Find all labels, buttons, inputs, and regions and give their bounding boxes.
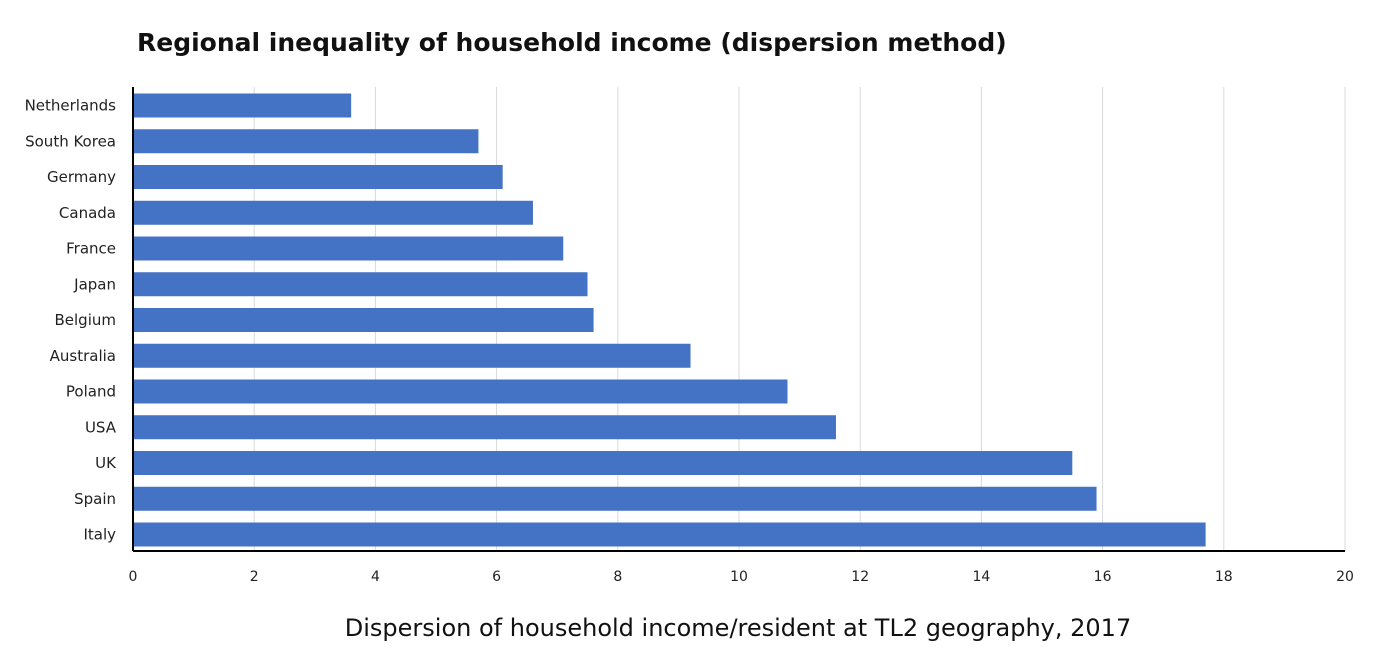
axes <box>132 87 1345 552</box>
x-tick-labels: 0 2 4 6 8 10 12 14 16 18 20 <box>129 569 1354 585</box>
category-label: USA <box>85 418 117 436</box>
bar-japan <box>133 272 588 297</box>
category-label: South Korea <box>25 132 116 150</box>
category-label: Netherlands <box>25 97 117 115</box>
bar-south-korea <box>133 129 479 154</box>
category-label: Belgium <box>55 311 117 329</box>
x-tick-label: 14 <box>972 569 990 585</box>
bar-usa <box>133 415 836 440</box>
bar-australia <box>133 343 691 368</box>
bar-poland <box>133 379 788 404</box>
bar-spain <box>133 486 1097 511</box>
x-tick-label: 16 <box>1094 569 1112 585</box>
chart-title: Regional inequality of household income … <box>137 28 1007 57</box>
x-tick-label: 4 <box>371 569 380 585</box>
category-label: France <box>66 240 116 258</box>
category-label: Japan <box>73 275 116 293</box>
x-tick-label: 10 <box>730 569 748 585</box>
bar-canada <box>133 200 533 225</box>
bar-france <box>133 236 564 261</box>
gridlines <box>253 87 1346 551</box>
bar-germany <box>133 165 503 189</box>
category-label: Spain <box>74 490 116 508</box>
category-label: Canada <box>59 204 116 222</box>
category-labels: Netherlands South Korea Germany Canada Franc… <box>25 97 118 544</box>
x-tick-label: 8 <box>613 569 622 585</box>
category-label: Australia <box>50 347 116 365</box>
x-tick-label: 2 <box>250 569 259 585</box>
bar-italy <box>133 522 1206 547</box>
x-tick-label: 18 <box>1215 569 1233 585</box>
x-tick-label: 12 <box>851 569 869 585</box>
x-tick-label: 0 <box>129 569 138 585</box>
category-label: Italy <box>83 526 116 544</box>
x-tick-label: 20 <box>1336 569 1354 585</box>
category-label: UK <box>95 454 117 472</box>
x-tick-label: 6 <box>492 569 501 585</box>
category-label: Germany <box>47 168 116 186</box>
bar-netherlands <box>133 93 352 118</box>
x-axis-label: Dispersion of household income/resident … <box>345 614 1131 642</box>
bar-belgium <box>133 308 594 332</box>
category-label: Poland <box>66 383 116 401</box>
bar-uk <box>133 451 1073 475</box>
bars <box>133 93 1206 547</box>
